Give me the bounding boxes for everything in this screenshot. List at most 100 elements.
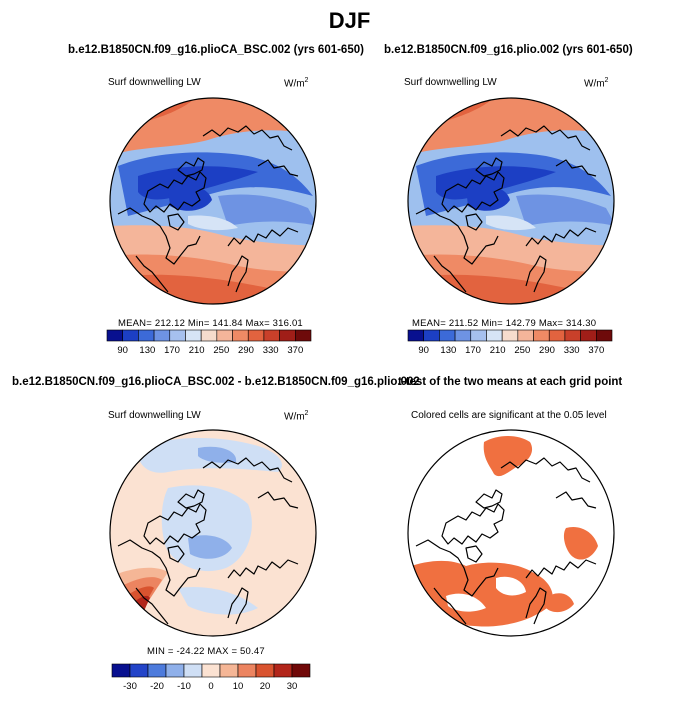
coastline [202, 125, 293, 151]
panel-4-significance-note: Colored cells are significant at the 0.0… [411, 410, 607, 421]
colorbar-box [111, 663, 131, 678]
colorbar-box [147, 663, 167, 678]
colorbar-box [596, 329, 613, 342]
map-border [407, 429, 615, 637]
panel-3-unit: W/m2 [284, 410, 309, 423]
colorbar-box [291, 663, 311, 678]
coastline [167, 545, 185, 563]
panel-1-colorbar: 90 130 170 210 250 290 330 370 [106, 329, 312, 356]
coastline [555, 159, 597, 177]
panel-1-variable-label: Surf downwelling LW [108, 77, 201, 88]
panel-1-title: b.e12.B1850CN.f09_g16.plioCA_BSC.002 (yr… [68, 44, 364, 56]
coastline [117, 207, 201, 265]
colorbar-box [501, 329, 519, 342]
neutral-region [188, 215, 238, 231]
colorbar-tick-label: 210 [189, 345, 205, 356]
panel-1-unit: W/m2 [284, 77, 309, 90]
colorbar-tick-label: 290 [539, 345, 555, 356]
colorbar-box [122, 329, 139, 342]
coastline [177, 489, 205, 509]
colorbar-tick-label: 370 [287, 345, 303, 356]
colorbar-box [165, 663, 185, 678]
panel-2-title: b.e12.B1850CN.f09_g16.plio.002 (yrs 601-… [384, 44, 633, 56]
panel-2-unit: W/m2 [584, 77, 609, 90]
coastline [143, 171, 207, 213]
panel-2-colorbar: 90 130 170 210 250 290 330 370 [407, 329, 613, 356]
panel-3-title: b.e12.B1850CN.f09_g16.plioCA_BSC.002 - b… [12, 376, 420, 388]
colorbar-box [169, 329, 186, 342]
coastline [227, 587, 249, 625]
colorbar-box [279, 329, 296, 342]
coastline [117, 539, 201, 597]
coastline [475, 157, 503, 177]
cold-region [218, 194, 316, 226]
cold-region [138, 166, 258, 200]
colorbar-tick-label: 130 [139, 345, 155, 356]
colorbar-box [200, 329, 218, 342]
coastline [555, 491, 597, 509]
cold-region [516, 194, 614, 226]
colorbar-box [237, 663, 257, 678]
panel-2-variable-label: Surf downwelling LW [404, 77, 497, 88]
colorbar-box [580, 329, 597, 342]
coastline [525, 227, 597, 247]
map-border [109, 97, 317, 305]
colorbar-box [219, 663, 239, 678]
colorbar-box [439, 329, 456, 342]
colorbar-tick-label: 10 [233, 681, 244, 692]
colorbar-box [255, 663, 275, 678]
colorbar-box [185, 329, 202, 342]
coastline [135, 255, 169, 293]
significant-cells [483, 436, 533, 477]
colorbar-box [129, 663, 149, 678]
colorbar-box [533, 329, 550, 342]
colorbar-box [138, 329, 155, 342]
significant-cells [546, 593, 574, 613]
coastline [500, 457, 591, 483]
coastline [475, 489, 503, 509]
colorbar-box [273, 663, 293, 678]
colorbar-box [407, 329, 424, 342]
colorbar-box [517, 329, 534, 342]
panel-3-variable-label: Surf downwelling LW [108, 410, 201, 421]
map-fill [408, 430, 614, 636]
cold-region [466, 185, 510, 211]
coastline [441, 503, 505, 545]
colorbar-box [201, 663, 221, 678]
colorbar-box [216, 329, 233, 342]
coastline [500, 125, 591, 151]
panel-3-stats: MIN = -24.22 MAX = 50.47 [147, 646, 265, 657]
coastline [433, 255, 467, 293]
panel-3-colorbar: -30 -20 -10 0 10 20 30 [111, 663, 311, 692]
coastline [257, 159, 299, 177]
coastline [433, 587, 467, 625]
panel-1-stats: MEAN= 212.12 Min= 141.84 Max= 316.01 [118, 318, 303, 329]
panel-3-polar-map [109, 429, 317, 637]
colorbar-tick-label: -10 [177, 681, 191, 692]
colorbar-box [454, 329, 472, 342]
colorbar-tick-label: 170 [164, 345, 180, 356]
coastline [525, 255, 547, 293]
colorbar-tick-label: 250 [213, 345, 229, 356]
coastline [227, 255, 249, 293]
colorbar-tick-label: 170 [465, 345, 481, 356]
coastline [167, 213, 185, 231]
colorbar-tick-label: 90 [117, 345, 128, 356]
colorbar-box [247, 329, 265, 342]
coastline [525, 559, 597, 579]
coastline [177, 157, 205, 177]
colorbar-tick-label: 330 [263, 345, 279, 356]
cold-region [168, 185, 212, 211]
colorbar-box [564, 329, 581, 342]
coastline [465, 545, 483, 563]
coastline [227, 227, 299, 247]
colorbar-tick-label: 130 [440, 345, 456, 356]
colorbar-tick-label: 290 [238, 345, 254, 356]
cold-region [436, 166, 556, 200]
coastline [135, 587, 169, 625]
coastline [441, 171, 505, 213]
coastline [465, 213, 483, 231]
colorbar-box [548, 329, 566, 342]
map-border [407, 97, 615, 305]
colorbar-tick-label: 90 [418, 345, 429, 356]
